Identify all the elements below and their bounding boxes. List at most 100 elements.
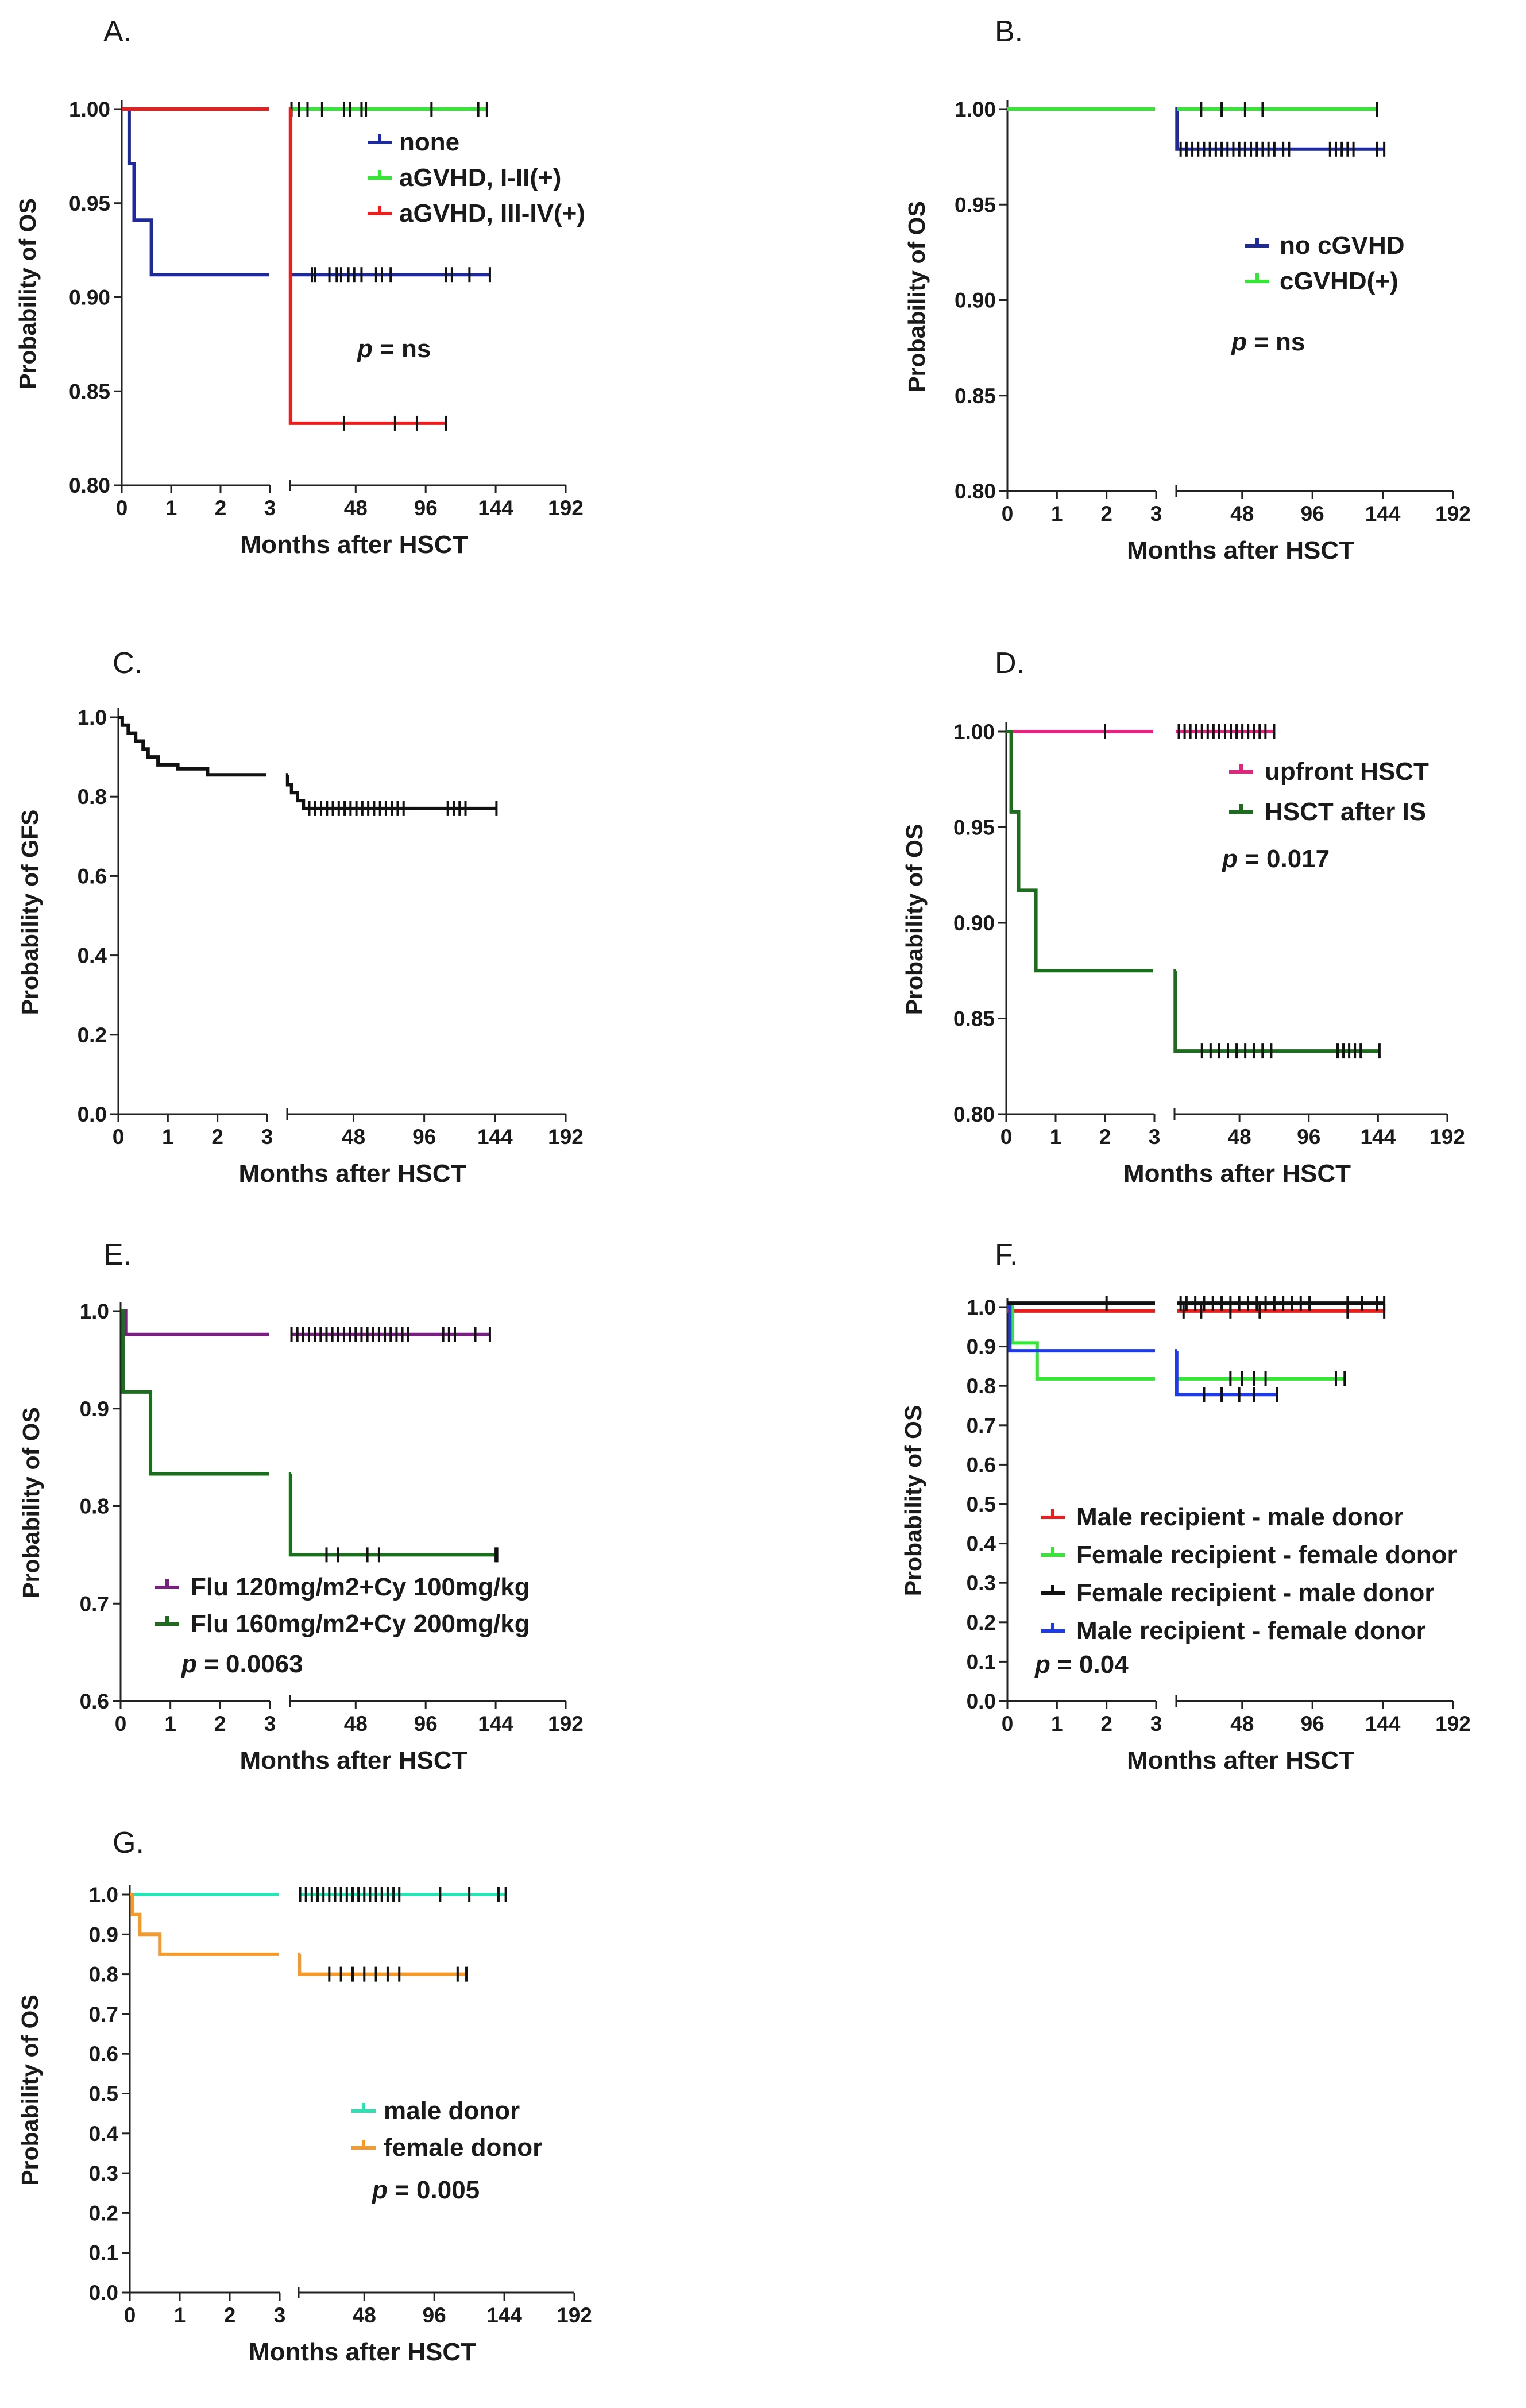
x-tick-label: 192 [557,2303,592,2327]
x-axis-label: Months after HSCT [241,531,468,559]
p-value-text: = 0.017 [1238,845,1330,873]
y-tick-label: 1.00 [953,720,995,744]
y-tick-label: 0.2 [78,1023,107,1047]
y-tick-label: 0.90 [953,911,995,935]
legend-label: Flu 160mg/m2+Cy 200mg/kg [191,1610,530,1638]
y-tick-label: 0.9 [89,1923,118,1946]
y-tick-label: 0.4 [967,1532,996,1556]
y-axis-label: Probability of GFS [17,810,43,1015]
x-tick-label: 48 [344,496,368,520]
x-tick-label: 3 [1150,1712,1162,1736]
x-tick-label: 48 [1230,502,1254,525]
x-tick-label: 144 [477,1125,513,1149]
y-tick-label: 0.4 [89,2122,119,2146]
legend-label: cGVHD(+) [1280,267,1398,295]
legend-label: upfront HSCT [1265,757,1429,786]
x-axis-label: Months after HSCT [1127,1746,1354,1775]
km-curve-2 [1007,1305,1155,1381]
y-axis-label: Probability of OS [903,201,930,392]
y-tick-label: 0.8 [967,1374,996,1398]
km-curve-1 [122,107,269,277]
x-tick-label: 96 [1301,502,1324,525]
panel-d: D. 0.80 0.85 0.90 0.95 1.00 Probability of OS 0… [901,647,1465,1188]
legend-label: Female recipient - male donor [1076,1579,1435,1607]
x-tick-label: 192 [1430,1125,1465,1149]
legend-label: Flu 120mg/m2+Cy 100mg/kg [191,1573,530,1601]
panel-f: F. 0.0 0.1 0.2 0.3 0.4 0.5 0.6 0.7 0.8 0.9 1.0 Proba… [900,1238,1471,1775]
x-tick-label: 2 [1099,1125,1111,1149]
x-tick-label: 192 [548,1712,584,1736]
y-tick-label: 1.00 [69,98,110,121]
x-tick-label: 144 [1360,1125,1396,1149]
x-tick-label: 0 [1002,502,1014,525]
legend-label: HSCT after IS [1265,798,1426,826]
y-tick-label: 0.7 [80,1592,109,1615]
y-tick-label: 1.00 [955,98,996,121]
x-tick-label: 3 [274,2303,286,2327]
x-tick-label: 3 [264,1712,276,1736]
panel-letter: A. [103,15,132,48]
p-symbol: p [181,1650,197,1678]
panel-letter: F. [995,1238,1018,1271]
p-symbol: p [372,2176,388,2204]
x-tick-label: 2 [224,2303,236,2327]
p-symbol: p [1231,328,1247,356]
y-tick-label: 0.9 [80,1397,109,1421]
x-tick-label: 144 [478,1712,513,1736]
p-value: p = 0.0063 [181,1650,303,1678]
panel-c: C. 0.0 0.2 0.4 0.6 0.8 1.0 Probability of GFS 0 1… [17,647,584,1188]
y-tick-label: 0.90 [69,286,110,310]
legend-label: Female recipient - female donor [1076,1541,1457,1569]
y-tick-label: 0.6 [78,864,107,888]
x-tick-label: 96 [1301,1712,1324,1736]
legend-label: aGVHD, I-II(+) [399,164,561,192]
y-tick-label: 0.9 [967,1335,996,1359]
x-tick-label: 2 [214,1712,226,1736]
y-tick-label: 0.6 [967,1453,996,1477]
y-axis-label: Probability of OS [900,1405,926,1597]
y-tick-label: 1.0 [89,1883,118,1907]
x-tick-label: 96 [414,1712,438,1736]
panel-letter: G. [113,1826,144,1860]
legend-label: male donor [384,2097,520,2125]
y-tick-label: 0.8 [89,1963,118,1986]
y-tick-label: 0.95 [953,816,995,840]
x-tick-label: 0 [116,496,128,520]
x-tick-label: 1 [165,496,177,520]
km-curve-2 [1173,969,1380,1053]
y-axis-label: Probability of OS [18,1407,44,1598]
p-value-text: = ns [373,335,431,363]
p-value: p = 0.017 [1222,845,1330,873]
p-value-text: = 0.005 [388,2176,480,2204]
y-axis-label: Probability of OS [901,824,928,1015]
y-tick-label: 0.3 [967,1571,996,1595]
p-value-text: = 0.0063 [197,1650,303,1678]
y-tick-label: 0.7 [89,2003,118,2026]
y-tick-label: 0.80 [953,1103,995,1126]
x-tick-label: 0 [113,1125,125,1149]
panel-letter: E. [103,1238,132,1271]
y-tick-label: 0.6 [80,1690,109,1713]
y-axis-label: Probability of OS [14,198,41,389]
panel-e: E. 0.6 0.7 0.8 0.9 1.0 Probability of OS 0 1 2 3 48… [18,1238,584,1775]
km-curve-2 [298,1952,467,1976]
km-curve-1 [1175,107,1385,151]
panel-letter: B. [995,15,1023,48]
y-tick-label: 0.2 [967,1611,996,1634]
x-tick-label: 2 [215,496,227,520]
legend-label: female donor [384,2133,542,2162]
x-tick-label: 144 [1365,1712,1401,1736]
legend-label: aGVHD, III-IV(+) [399,199,585,227]
x-tick-label: 1 [164,1712,176,1736]
x-axis-label: Months after HSCT [1123,1159,1351,1188]
x-tick-label: 3 [264,496,276,520]
x-tick-label: 96 [1297,1125,1320,1149]
y-tick-label: 0.7 [967,1414,996,1437]
km-curve-2 [121,1309,269,1476]
p-symbol: p [1034,1651,1050,1679]
y-tick-label: 0.4 [78,944,107,968]
y-tick-label: 0.0 [967,1690,996,1713]
km-curve-4 [1007,1305,1155,1353]
y-tick-label: 0.85 [69,380,110,403]
x-tick-label: 192 [1435,1712,1471,1736]
